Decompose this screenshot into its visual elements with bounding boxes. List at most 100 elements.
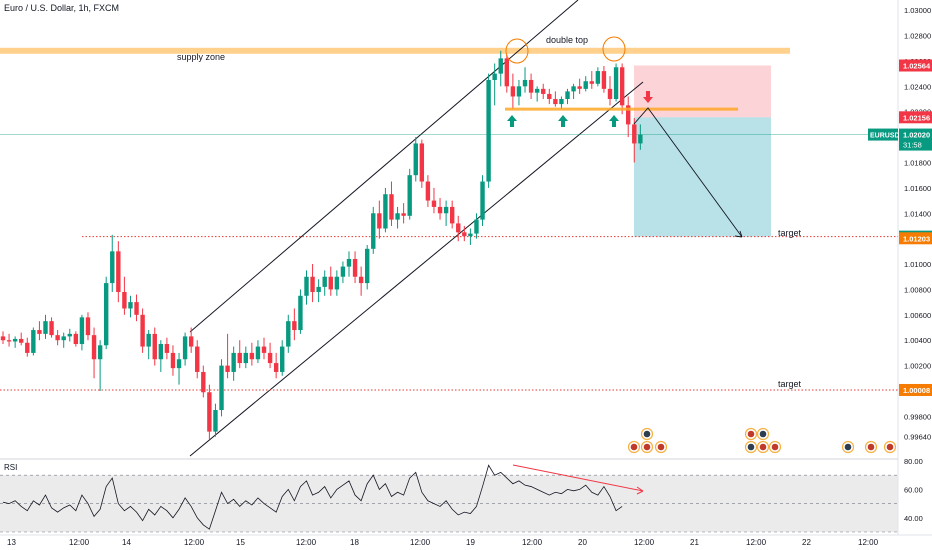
candle-body bbox=[449, 206, 455, 224]
price-tick-label: 1.00800 bbox=[904, 285, 931, 294]
candle-body bbox=[261, 346, 267, 353]
event-flag-icon bbox=[759, 443, 767, 451]
candle-body bbox=[158, 344, 164, 360]
event-flag-icon bbox=[747, 443, 755, 451]
candle-body bbox=[176, 359, 182, 369]
candle-body bbox=[61, 336, 66, 341]
candle-body bbox=[571, 86, 576, 92]
price-label-text: 1.00008 bbox=[903, 386, 930, 395]
candle-body bbox=[195, 346, 200, 372]
rsi-tick-label: 40.00 bbox=[904, 514, 923, 523]
candle-body bbox=[346, 258, 352, 267]
candle-body bbox=[431, 200, 437, 207]
candle-body bbox=[407, 175, 412, 216]
time-tick-label: 12:00 bbox=[746, 538, 767, 547]
rsi-line bbox=[2, 464, 623, 530]
candle-body bbox=[140, 314, 145, 347]
price-tick-label: 1.01000 bbox=[904, 260, 931, 269]
candle-body bbox=[103, 283, 109, 346]
candle-body bbox=[468, 233, 473, 237]
candle-body bbox=[395, 213, 400, 220]
channel-upper-line bbox=[189, 0, 579, 333]
candle-body bbox=[377, 213, 382, 229]
candle-body bbox=[401, 213, 406, 216]
target-label: target bbox=[778, 379, 802, 389]
event-flag-icon bbox=[643, 443, 651, 451]
event-flag-icon bbox=[630, 443, 638, 451]
time-tick-label: 12:00 bbox=[296, 538, 317, 547]
candle-body bbox=[225, 365, 230, 372]
price-tick-label: 1.02800 bbox=[904, 32, 931, 41]
candle-body bbox=[456, 223, 461, 233]
price-tick-label: 1.00400 bbox=[904, 336, 931, 345]
price-label-box bbox=[899, 111, 932, 124]
event-flag-icon bbox=[844, 443, 852, 451]
candle-body bbox=[522, 79, 528, 87]
price-label-box bbox=[899, 59, 932, 72]
candle-body bbox=[134, 302, 139, 315]
candle-body bbox=[322, 276, 327, 287]
price-tick-label: 0.99640 bbox=[904, 433, 931, 442]
event-flag-icon bbox=[747, 430, 755, 438]
event-flag-icon bbox=[759, 430, 767, 438]
time-tick-label: 21 bbox=[690, 538, 699, 547]
rsi-divergence-line bbox=[512, 464, 644, 492]
time-tick-label: 20 bbox=[578, 538, 587, 547]
candle-body bbox=[43, 321, 48, 334]
candle-body bbox=[358, 276, 364, 284]
candle-body bbox=[273, 363, 279, 372]
candle-body bbox=[201, 371, 206, 393]
price-tick-label: 0.99800 bbox=[904, 412, 931, 421]
candle-body bbox=[419, 143, 425, 182]
candle-body bbox=[55, 335, 60, 341]
time-tick-label: 12:00 bbox=[634, 538, 655, 547]
countdown-text: 31:58 bbox=[903, 141, 922, 150]
time-tick-label: 12:00 bbox=[858, 538, 879, 547]
candle-body bbox=[91, 335, 97, 360]
time-tick-label: 15 bbox=[236, 538, 245, 547]
event-flag-icon bbox=[643, 430, 651, 438]
candle-body bbox=[110, 251, 115, 284]
time-tick-label: 12:00 bbox=[184, 538, 205, 547]
candle-body bbox=[534, 88, 540, 93]
candle-body bbox=[304, 276, 309, 296]
price-label-text: 1.01203 bbox=[903, 234, 930, 243]
time-tick-label: 13 bbox=[7, 538, 16, 547]
time-tick-label: 14 bbox=[122, 538, 131, 547]
candle-body bbox=[334, 276, 340, 290]
price-tick-label: 1.01800 bbox=[904, 158, 931, 167]
candle-body bbox=[116, 251, 121, 292]
candle-body bbox=[128, 302, 133, 309]
candle-body bbox=[67, 333, 72, 337]
projection-arrowhead bbox=[734, 230, 743, 238]
candle-body bbox=[213, 410, 218, 432]
candle-body bbox=[486, 79, 491, 182]
candle-body bbox=[316, 286, 321, 292]
candle-body bbox=[565, 91, 570, 100]
candle-body bbox=[425, 181, 431, 201]
candle-body bbox=[541, 88, 546, 94]
price-label-box bbox=[899, 232, 932, 245]
down-arrow-icon bbox=[643, 91, 653, 103]
symbol-tag bbox=[868, 128, 898, 141]
candle-body bbox=[528, 79, 534, 93]
candle-body bbox=[280, 346, 285, 372]
candle-body bbox=[371, 213, 376, 249]
channel-lower-line bbox=[189, 81, 644, 457]
candle-body bbox=[365, 248, 370, 284]
candle-body bbox=[79, 317, 85, 345]
time-tick-label: 12:00 bbox=[522, 538, 543, 547]
double-top-circle bbox=[505, 38, 529, 64]
candle-body bbox=[231, 352, 236, 372]
rsi-label: RSI bbox=[4, 463, 17, 472]
candle-body bbox=[443, 206, 449, 214]
candle-body bbox=[164, 344, 170, 353]
price-label-text: 1.02156 bbox=[903, 113, 930, 122]
time-tick-label: 19 bbox=[466, 538, 475, 547]
price-tick-label: 1.01600 bbox=[904, 184, 931, 193]
candle-body bbox=[255, 346, 261, 360]
candle-body bbox=[328, 276, 333, 290]
candle-body bbox=[152, 333, 157, 360]
